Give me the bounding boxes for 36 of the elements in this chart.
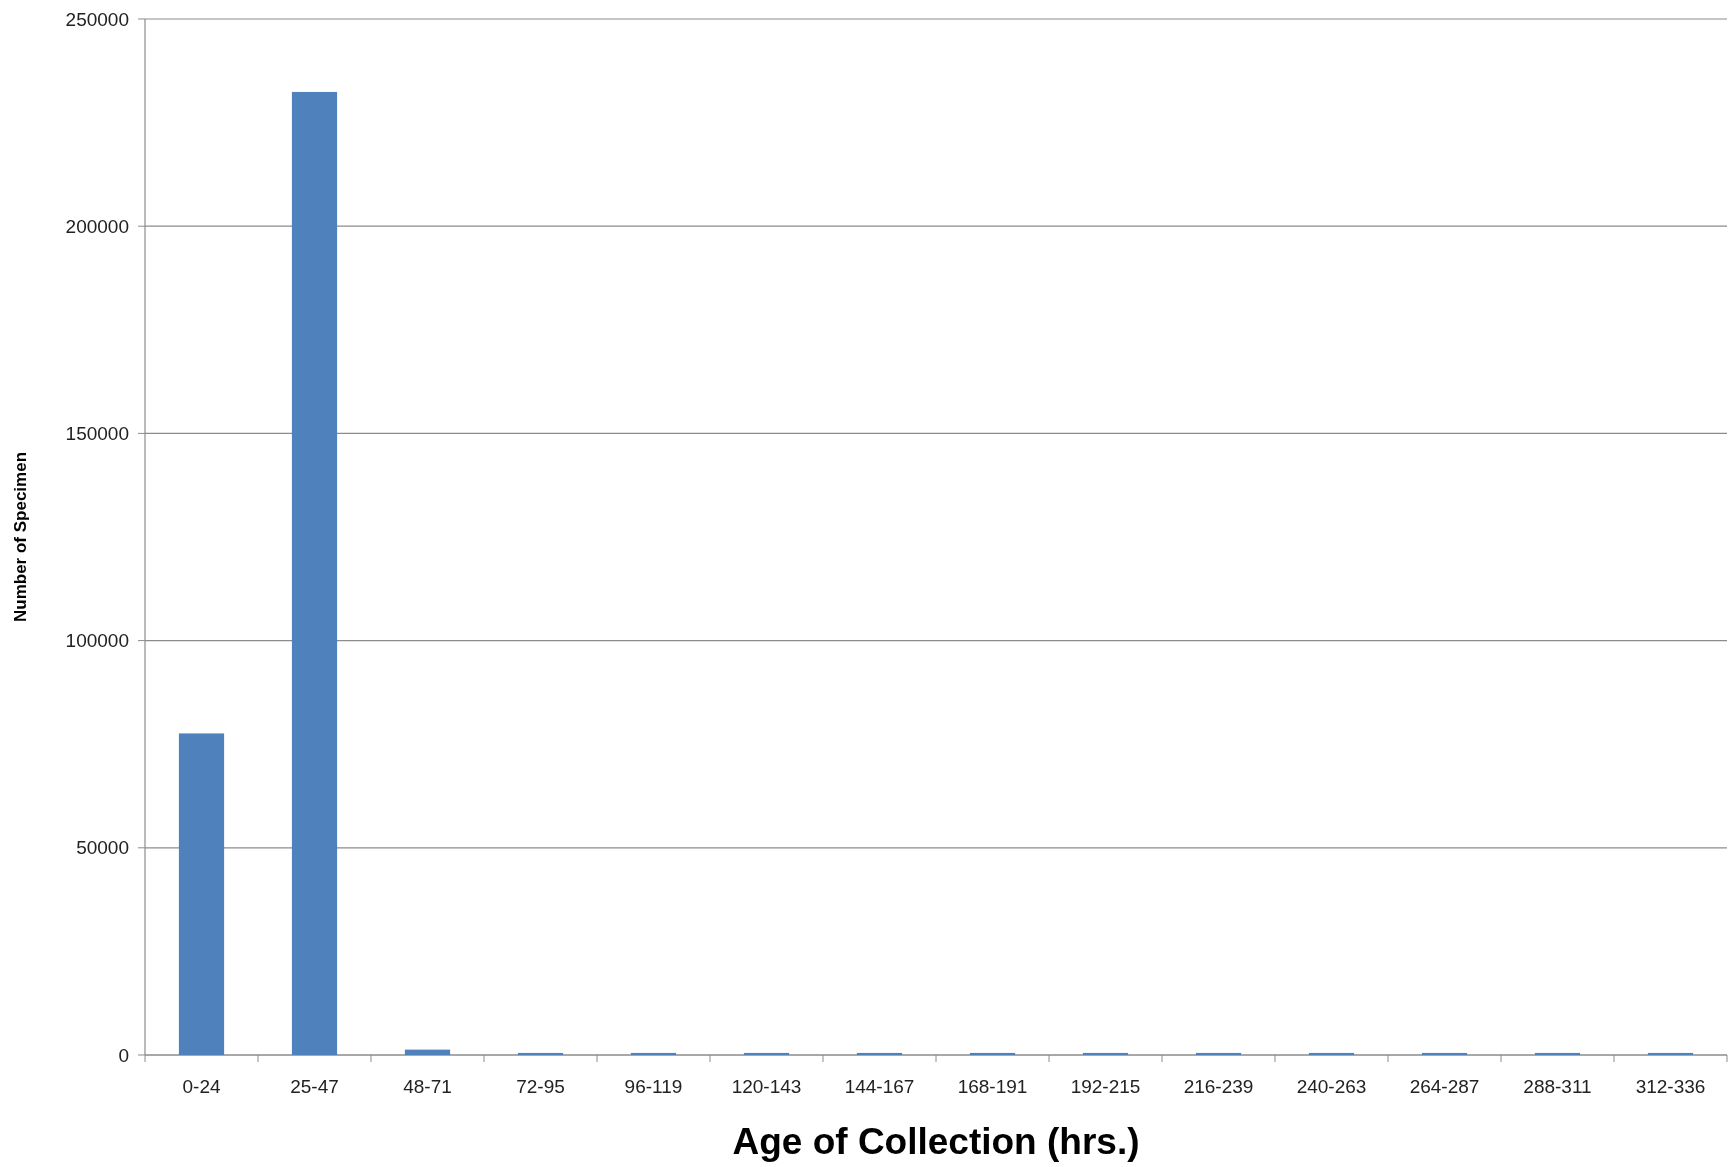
- bar: [291, 91, 338, 1055]
- x-tick-label: 288-311: [1523, 1076, 1592, 1097]
- x-tick-label: 25-47: [290, 1076, 339, 1097]
- x-tick-label: 192-215: [1070, 1076, 1141, 1097]
- bar: [1308, 1052, 1355, 1055]
- bar: [517, 1052, 564, 1055]
- bar: [969, 1052, 1016, 1055]
- y-tick-label: 0: [118, 1044, 129, 1066]
- y-axis-title: Number of Specimen: [11, 451, 30, 623]
- x-tick-label: 0-24: [182, 1076, 221, 1097]
- bar: [1647, 1052, 1694, 1055]
- x-tick-label: 96-119: [624, 1076, 683, 1097]
- x-tick-label: 168-191: [957, 1076, 1028, 1097]
- bar: [178, 733, 225, 1055]
- y-tick-label: 100000: [65, 630, 129, 652]
- bar: [1195, 1052, 1242, 1055]
- x-tick-label: 48-71: [403, 1076, 452, 1097]
- bar: [1534, 1052, 1581, 1055]
- y-tick-label: 50000: [76, 837, 129, 859]
- y-tick-label: 150000: [65, 423, 129, 445]
- x-axis-title: Age of Collection (hrs.): [732, 1121, 1140, 1162]
- x-tick-label: 72-95: [516, 1076, 565, 1097]
- x-tick-label: 312-336: [1635, 1076, 1706, 1097]
- bar: [1082, 1052, 1129, 1055]
- bar: [1421, 1052, 1468, 1055]
- bar: [743, 1052, 790, 1055]
- x-tick-label: 264-287: [1409, 1076, 1480, 1097]
- bar: [630, 1052, 677, 1055]
- y-tick-label: 250000: [65, 8, 129, 30]
- x-tick-label: 144-167: [844, 1076, 915, 1097]
- y-tick-label: 200000: [65, 215, 129, 237]
- bar: [856, 1052, 903, 1055]
- bar: [404, 1049, 451, 1055]
- x-tick-label: 120-143: [731, 1076, 802, 1097]
- x-tick-label: 216-239: [1183, 1076, 1254, 1097]
- x-tick-label: 240-263: [1296, 1076, 1367, 1097]
